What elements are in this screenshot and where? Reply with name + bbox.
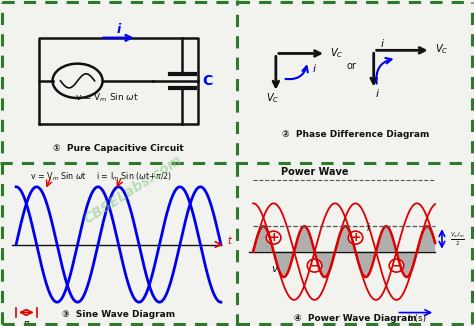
Text: −: − bbox=[310, 259, 320, 272]
Circle shape bbox=[348, 231, 363, 244]
Text: Power Wave: Power Wave bbox=[281, 167, 348, 177]
Text: v = V$_m$ Sin $\omega$t: v = V$_m$ Sin $\omega$t bbox=[30, 170, 87, 183]
Text: v: v bbox=[271, 264, 277, 274]
Text: $V_C$: $V_C$ bbox=[266, 91, 279, 105]
Text: i: i bbox=[381, 39, 383, 49]
Circle shape bbox=[266, 231, 281, 244]
Text: i: i bbox=[312, 64, 315, 74]
Text: CBSELabs.com: CBSELabs.com bbox=[81, 152, 184, 226]
Text: i = I$_m$ Sin ($\omega$t+$\pi$/2): i = I$_m$ Sin ($\omega$t+$\pi$/2) bbox=[96, 170, 172, 183]
Text: i: i bbox=[367, 223, 370, 233]
Text: $\frac{V_m I_m}{2}$: $\frac{V_m I_m}{2}$ bbox=[450, 230, 465, 247]
Text: v = V$_m$ Sin $\omega$t: v = V$_m$ Sin $\omega$t bbox=[75, 91, 139, 104]
Text: i: i bbox=[376, 89, 379, 99]
Circle shape bbox=[389, 259, 404, 272]
Text: t: t bbox=[228, 236, 232, 246]
Text: ①  Pure Capacitive Circuit: ① Pure Capacitive Circuit bbox=[53, 144, 184, 154]
Text: ④  Power Wave Diagram: ④ Power Wave Diagram bbox=[294, 314, 417, 323]
Text: C: C bbox=[203, 74, 213, 88]
Text: $V_C$: $V_C$ bbox=[435, 43, 448, 56]
Text: ③  Sine Wave Diagram: ③ Sine Wave Diagram bbox=[62, 310, 175, 319]
Text: t (s): t (s) bbox=[408, 314, 426, 323]
Text: $\frac{\pi}{2}$: $\frac{\pi}{2}$ bbox=[23, 320, 30, 326]
Text: or: or bbox=[346, 61, 356, 71]
Circle shape bbox=[307, 259, 322, 272]
Text: +: + bbox=[268, 231, 279, 244]
Text: −: − bbox=[391, 259, 401, 272]
Text: +: + bbox=[350, 231, 361, 244]
Text: ②  Phase Difference Diagram: ② Phase Difference Diagram bbox=[282, 130, 429, 139]
Text: $V_C$: $V_C$ bbox=[330, 46, 344, 60]
Text: i: i bbox=[117, 23, 120, 36]
